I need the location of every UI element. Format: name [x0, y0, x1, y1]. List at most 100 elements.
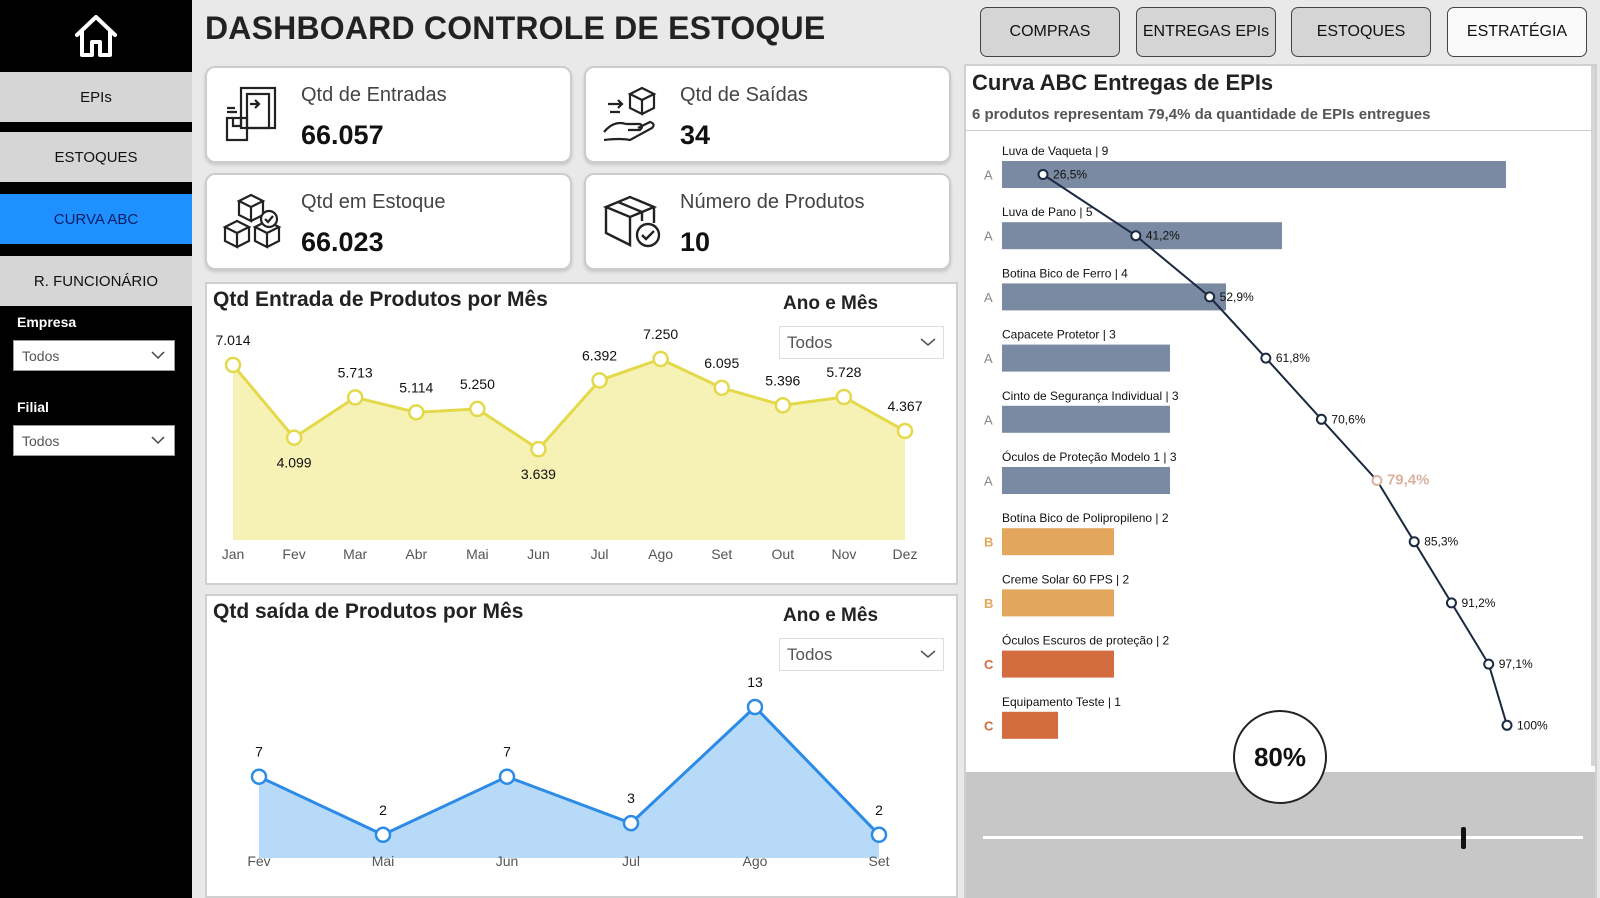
data-label: 7 — [255, 744, 263, 760]
bar — [1002, 528, 1114, 556]
data-label: 5.728 — [826, 364, 861, 380]
saida-chart-panel: Qtd saída de Produtos por Mês Ano e Mês … — [205, 594, 958, 898]
chevron-down-icon — [151, 351, 165, 360]
cumulative-label: 100% — [1517, 718, 1548, 732]
bar-category-label: Capacete Protetor | 3 — [1002, 328, 1116, 342]
cumulative-point — [1408, 536, 1420, 548]
x-tick-label: Abr — [405, 546, 427, 562]
filter-label-empresa: Empresa — [17, 314, 77, 330]
abc-class-label: A — [984, 412, 993, 427]
data-label: 4.367 — [887, 398, 922, 414]
kpi-value: 10 — [680, 227, 711, 257]
cumulative-point — [1260, 352, 1272, 364]
data-label: 7 — [503, 744, 511, 760]
button-label: ENTREGAS EPIs — [1142, 23, 1270, 40]
nav-curva-abc[interactable]: CURVA ABC — [0, 194, 192, 244]
home-icon — [75, 15, 117, 57]
data-label: 5.396 — [765, 372, 800, 388]
empresa-select-value: Todos — [22, 347, 60, 364]
data-point — [652, 350, 669, 368]
bar — [1002, 161, 1506, 188]
threshold-slider-handle[interactable] — [1461, 827, 1466, 849]
abc-class-label: C — [984, 657, 994, 672]
button-label: ESTOQUES — [1316, 23, 1406, 40]
inbound-door-icon — [225, 86, 277, 142]
stacked-boxes-icon — [222, 193, 282, 249]
bar-category-label: Luva de Pano | 5 — [1002, 205, 1093, 219]
entrada-ano-mes-select[interactable]: Todos — [779, 326, 944, 359]
entregas-epis-button[interactable]: ENTREGAS EPIs — [1136, 7, 1276, 57]
saida-chart-title: Qtd saída de Produtos por Mês — [213, 600, 524, 623]
nav-label: CURVA ABC — [53, 210, 139, 228]
abc-class-label: A — [984, 290, 993, 305]
kpi-value: 66.057 — [301, 120, 384, 150]
box-check-icon — [602, 195, 661, 248]
home-button[interactable] — [0, 0, 192, 72]
x-tick-label: Ago — [648, 546, 673, 562]
nav-estoques[interactable]: ESTOQUES — [0, 132, 192, 182]
x-tick-label: Mai — [372, 853, 395, 869]
cumulative-label: 26,5% — [1053, 168, 1087, 182]
area-fill — [259, 707, 879, 858]
kpi-value: 34 — [680, 120, 711, 150]
data-point — [374, 826, 392, 844]
data-point — [870, 826, 888, 844]
cumulative-point — [1037, 169, 1049, 180]
kpi-card-produtos: Número de Produtos 10 — [584, 173, 951, 270]
saida-area-chart: 7 Fev 2 Mai 7 Jun 3 Jul 13 Ago 2 Set — [247, 674, 889, 869]
data-point — [469, 400, 486, 418]
data-point — [774, 397, 792, 414]
entrada-chart-panel: Qtd Entrada de Produtos por Mês Ano e Mê… — [205, 282, 958, 585]
cumulative-point — [1483, 658, 1495, 670]
abc-chart-title: Curva ABC Entregas de EPIs — [972, 70, 1274, 95]
cumulative-point — [1371, 475, 1383, 486]
filial-select[interactable]: Todos — [13, 425, 175, 456]
threshold-slider-track[interactable] — [983, 836, 1583, 839]
cumulative-point — [1204, 291, 1216, 303]
data-point — [591, 372, 608, 389]
x-tick-label: Jun — [496, 853, 519, 869]
estoques-button[interactable]: ESTOQUES — [1291, 7, 1431, 57]
data-point — [713, 379, 730, 397]
data-label: 7.014 — [215, 332, 250, 348]
compras-button[interactable]: COMPRAS — [980, 7, 1120, 57]
nav-r-funcionario[interactable]: R. FUNCIONÁRIO — [0, 256, 192, 306]
data-point — [346, 389, 364, 406]
data-point — [250, 768, 268, 785]
entrada-chart-title: Qtd Entrada de Produtos por Mês — [213, 288, 548, 311]
cumulative-curve — [1042, 173, 1508, 726]
kpi-label: Qtd em Estoque — [301, 191, 446, 213]
nav-epis[interactable]: EPIs — [0, 72, 192, 122]
sidebar: EPIs ESTOQUES CURVA ABC R. FUNCIONÁRIO E… — [0, 0, 192, 898]
saida-slicer-title: Ano e Mês — [783, 605, 879, 626]
cumulative-label: 79,4% — [1387, 472, 1430, 489]
nav-label: ESTOQUES — [54, 148, 138, 166]
abc-class-label: A — [984, 168, 993, 183]
kpi-label: Número de Produtos — [680, 191, 865, 213]
data-label: 2 — [875, 802, 883, 818]
bar-category-label: Botina Bico de Ferro | 4 — [1002, 266, 1128, 280]
filial-select-value: Todos — [22, 432, 60, 449]
cumulative-label: 97,1% — [1499, 657, 1533, 671]
data-point — [530, 440, 547, 458]
estrategia-button[interactable]: ESTRATÉGIA — [1447, 7, 1587, 57]
nav-label: R. FUNCIONÁRIO — [33, 272, 159, 290]
x-tick-label: Jun — [527, 546, 550, 562]
bar-category-label: Óculos Escuros de proteção | 2 — [1002, 633, 1170, 648]
abc-bar-pareto-chart: Luva de Vaqueta | 9 A Luva de Pano | 5 A Bot… — [984, 144, 1548, 739]
threshold-percent-badge: 80% — [1233, 710, 1327, 804]
x-tick-label: Fev — [282, 546, 305, 562]
cumulative-point — [1445, 597, 1457, 609]
data-point — [498, 768, 516, 785]
x-tick-label: Dez — [893, 546, 918, 562]
data-label: 4.099 — [277, 455, 312, 471]
saida-ano-mes-select[interactable]: Todos — [779, 638, 944, 671]
data-point — [835, 388, 853, 406]
bar — [1002, 344, 1170, 372]
data-label: 13 — [747, 674, 763, 690]
data-label: 3.639 — [521, 466, 556, 482]
x-tick-label: Ago — [743, 853, 768, 869]
scrollbar[interactable] — [1591, 66, 1595, 766]
select-value: Todos — [787, 332, 833, 352]
empresa-select[interactable]: Todos — [13, 340, 175, 371]
